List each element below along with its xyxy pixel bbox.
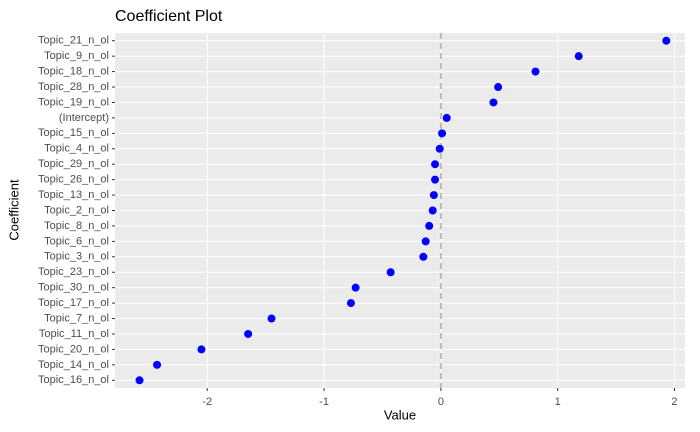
x-tick-label: 2 (671, 396, 677, 408)
y-tick-label: Topic_14_n_ol (38, 359, 109, 371)
chart-title: Coefficient Plot (115, 8, 223, 25)
y-tick-label: Topic_19_n_ol (38, 96, 109, 108)
y-tick-label: Topic_13_n_ol (38, 189, 109, 201)
point (267, 314, 276, 323)
point (438, 129, 447, 138)
point (244, 329, 253, 338)
point (435, 144, 444, 153)
y-tick-label: Topic_9_n_ol (44, 50, 109, 62)
point (153, 360, 162, 369)
y-tick-label: Topic_30_n_ol (38, 282, 109, 294)
x-tick-label: -2 (202, 396, 212, 408)
y-tick-label: Topic_7_n_ol (44, 312, 109, 324)
point (419, 252, 428, 261)
point (494, 83, 503, 92)
y-tick-label: Topic_15_n_ol (38, 127, 109, 139)
point (197, 345, 206, 354)
point (531, 67, 540, 76)
point (386, 268, 395, 277)
y-tick-label: Topic_6_n_ol (44, 235, 109, 247)
y-tick-label: Topic_28_n_ol (38, 81, 109, 93)
y-tick-label: Topic_4_n_ol (44, 143, 109, 155)
y-tick-label: (Intercept) (59, 112, 109, 124)
point (489, 98, 498, 107)
y-tick-label: Topic_11_n_ol (39, 328, 109, 340)
x-tick-label: 0 (438, 396, 444, 408)
point (442, 113, 451, 122)
y-tick-label: Topic_20_n_ol (38, 343, 109, 355)
y-tick-label: Topic_17_n_ol (38, 297, 109, 309)
y-tick-label: Topic_2_n_ol (44, 204, 109, 216)
y-tick-label: Topic_26_n_ol (38, 174, 109, 186)
point (346, 299, 355, 308)
point (421, 237, 430, 246)
x-tick-label: 1 (555, 396, 561, 408)
y-axis-title: Coefficient (6, 179, 21, 241)
point (431, 160, 440, 169)
y-tick-label: Topic_29_n_ol (38, 158, 109, 170)
y-tick-label: Topic_3_n_ol (44, 251, 109, 263)
point (425, 221, 434, 230)
point (351, 283, 360, 292)
point (135, 376, 144, 385)
point (431, 175, 440, 184)
point (574, 52, 583, 61)
y-tick-label: Topic_18_n_ol (38, 65, 109, 77)
x-axis-title: Value (384, 407, 416, 422)
y-tick-label: Topic_16_n_ol (38, 374, 109, 386)
y-tick-label: Topic_23_n_ol (38, 266, 109, 278)
x-tick-label: -1 (319, 396, 329, 408)
y-tick-label: Topic_21_n_ol (38, 35, 109, 47)
point (662, 36, 671, 45)
y-tick-label: Topic_8_n_ol (44, 220, 109, 232)
point (429, 191, 438, 200)
point (428, 206, 437, 215)
